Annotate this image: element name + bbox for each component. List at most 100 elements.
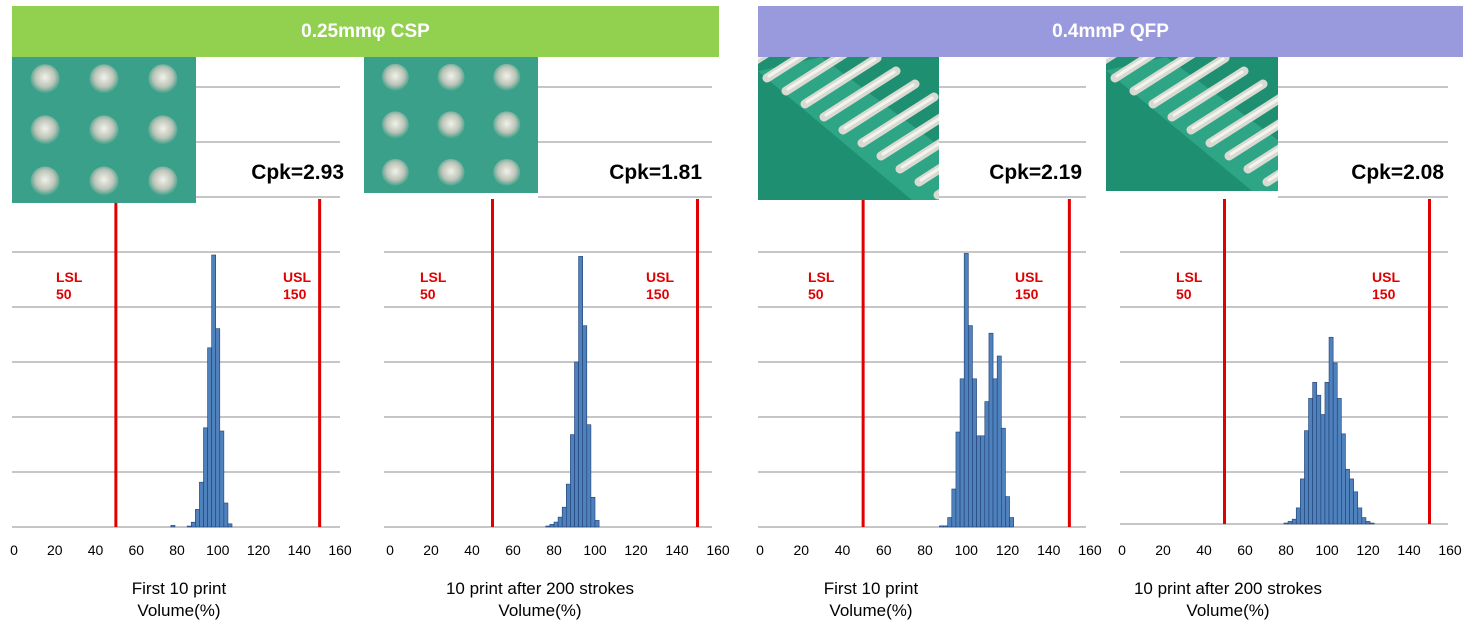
histogram-panel-4: Cpk=2.08 LSL 50 USL 150 0 20 40 60 80 100 120 1… xyxy=(1106,57,1462,629)
lsl-text: LSL xyxy=(56,269,83,285)
histogram-bar xyxy=(1304,430,1309,525)
cpk-value: Cpk=2.19 xyxy=(989,161,1082,184)
histogram-bar xyxy=(553,521,559,528)
histogram-bar xyxy=(1283,522,1289,525)
histogram-bar xyxy=(996,355,1002,528)
x-tick-label: 80 xyxy=(546,542,562,558)
usl-label: USL 150 xyxy=(1372,269,1400,303)
qfp-leads-photo xyxy=(758,57,939,200)
x-tick-label: 20 xyxy=(46,542,63,558)
histogram-bar xyxy=(203,427,208,528)
histogram-bar xyxy=(594,520,600,528)
chart-caption: First 10 print Volume(%) xyxy=(104,578,254,622)
cpk-value: Cpk=2.93 xyxy=(251,161,344,184)
histogram-bar xyxy=(1001,427,1006,528)
caption-line-2: Volume(%) xyxy=(137,601,221,620)
solder-ball xyxy=(89,166,119,196)
caption-line-1: First 10 print xyxy=(823,579,919,598)
solder-ball xyxy=(30,166,60,196)
histogram-bar xyxy=(566,483,571,528)
histogram-bar xyxy=(959,378,965,528)
solder-ball xyxy=(493,111,521,139)
histogram-bar xyxy=(219,430,225,528)
x-tick-label: 100 xyxy=(1315,542,1339,558)
histogram-bar xyxy=(984,401,990,528)
histogram-chart xyxy=(1120,86,1448,525)
solder-ball xyxy=(89,115,119,145)
usl-value: 150 xyxy=(283,286,307,302)
histogram-bar xyxy=(1345,468,1350,525)
histogram-bar xyxy=(1324,382,1330,525)
histogram-bar xyxy=(1312,382,1318,525)
solder-ball xyxy=(381,159,409,187)
lsl-label: LSL 50 xyxy=(56,269,82,303)
histogram-bar xyxy=(1320,414,1326,525)
histogram-bar xyxy=(1361,517,1367,525)
histogram-bar xyxy=(1369,522,1375,525)
histogram-bar xyxy=(582,325,588,528)
cpk-value: Cpk=1.81 xyxy=(609,161,702,184)
solder-ball xyxy=(148,64,178,94)
caption-line-2: Volume(%) xyxy=(498,601,582,620)
histogram-bar xyxy=(590,496,596,528)
histogram-bar xyxy=(955,431,961,528)
histogram-bar xyxy=(1316,394,1322,525)
histogram-bar xyxy=(968,325,973,528)
usl-label: USL 150 xyxy=(646,269,674,303)
qfp-leads-photo xyxy=(1106,57,1278,191)
histogram-bar xyxy=(1308,398,1313,525)
x-tick-label: 160 xyxy=(1078,542,1102,558)
solder-ball-array-photo xyxy=(364,57,538,193)
histogram-bar xyxy=(1349,478,1354,525)
lsl-value: 50 xyxy=(420,286,436,302)
histogram-bar xyxy=(190,521,196,528)
x-tick-label: 100 xyxy=(954,542,978,558)
histogram-panel-3: Cpk=2.19 LSL 50 USL 150 0 20 40 60 80 100 120 1… xyxy=(746,57,1102,629)
solder-ball xyxy=(89,64,119,94)
banner-csp-label: 0.25mmφ CSP xyxy=(301,20,430,42)
chart-caption: 10 print after 200 strokes Volume(%) xyxy=(1078,578,1378,622)
lsl-value: 50 xyxy=(56,286,72,302)
solder-ball xyxy=(381,111,409,139)
solder-ball xyxy=(381,63,409,91)
usl-label: USL 150 xyxy=(283,269,311,303)
x-tick-label: 80 xyxy=(1278,542,1294,558)
histogram-bar xyxy=(199,481,204,528)
caption-line-2: Volume(%) xyxy=(829,601,913,620)
banner-qfp: 0.4mmP QFP xyxy=(758,6,1463,57)
x-tick-label: 140 xyxy=(1037,542,1061,558)
x-tick-label: 60 xyxy=(1237,542,1253,558)
x-tick-label: 20 xyxy=(423,542,439,558)
histogram-bar xyxy=(1291,518,1297,525)
lsl-text: LSL xyxy=(420,269,447,285)
histogram-bar xyxy=(951,488,957,528)
photo-image xyxy=(758,57,939,200)
histogram-bar xyxy=(988,332,994,528)
histogram-bar xyxy=(943,525,948,528)
histogram-bar xyxy=(561,506,567,528)
lsl-text: LSL xyxy=(1176,269,1203,285)
lsl-label: LSL 50 xyxy=(1176,269,1202,303)
histogram-bar xyxy=(186,525,192,528)
histogram-bar xyxy=(195,509,200,528)
x-tick-label: 80 xyxy=(169,542,185,558)
x-tick-label: 0 xyxy=(386,542,394,558)
caption-line-2: Volume(%) xyxy=(1186,601,1270,620)
histogram-chart xyxy=(758,86,1086,528)
histogram-bar xyxy=(1357,507,1363,525)
lsl-label: LSL 50 xyxy=(808,269,834,303)
x-tick-label: 20 xyxy=(793,542,810,558)
x-tick-label: 100 xyxy=(583,542,607,558)
solder-ball xyxy=(437,63,465,91)
x-tick-label: 120 xyxy=(1356,542,1380,558)
solder-ball xyxy=(437,111,465,139)
histogram-bar xyxy=(1300,478,1305,525)
chart-caption: 10 print after 200 strokes Volume(%) xyxy=(400,578,680,622)
solder-ball xyxy=(148,166,178,196)
usl-label: USL 150 xyxy=(1015,269,1043,303)
histogram-bar xyxy=(947,517,953,528)
histogram-bar xyxy=(215,328,221,528)
histogram-bar xyxy=(963,253,969,528)
photo-image xyxy=(364,57,538,193)
lsl-label: LSL 50 xyxy=(420,269,446,303)
